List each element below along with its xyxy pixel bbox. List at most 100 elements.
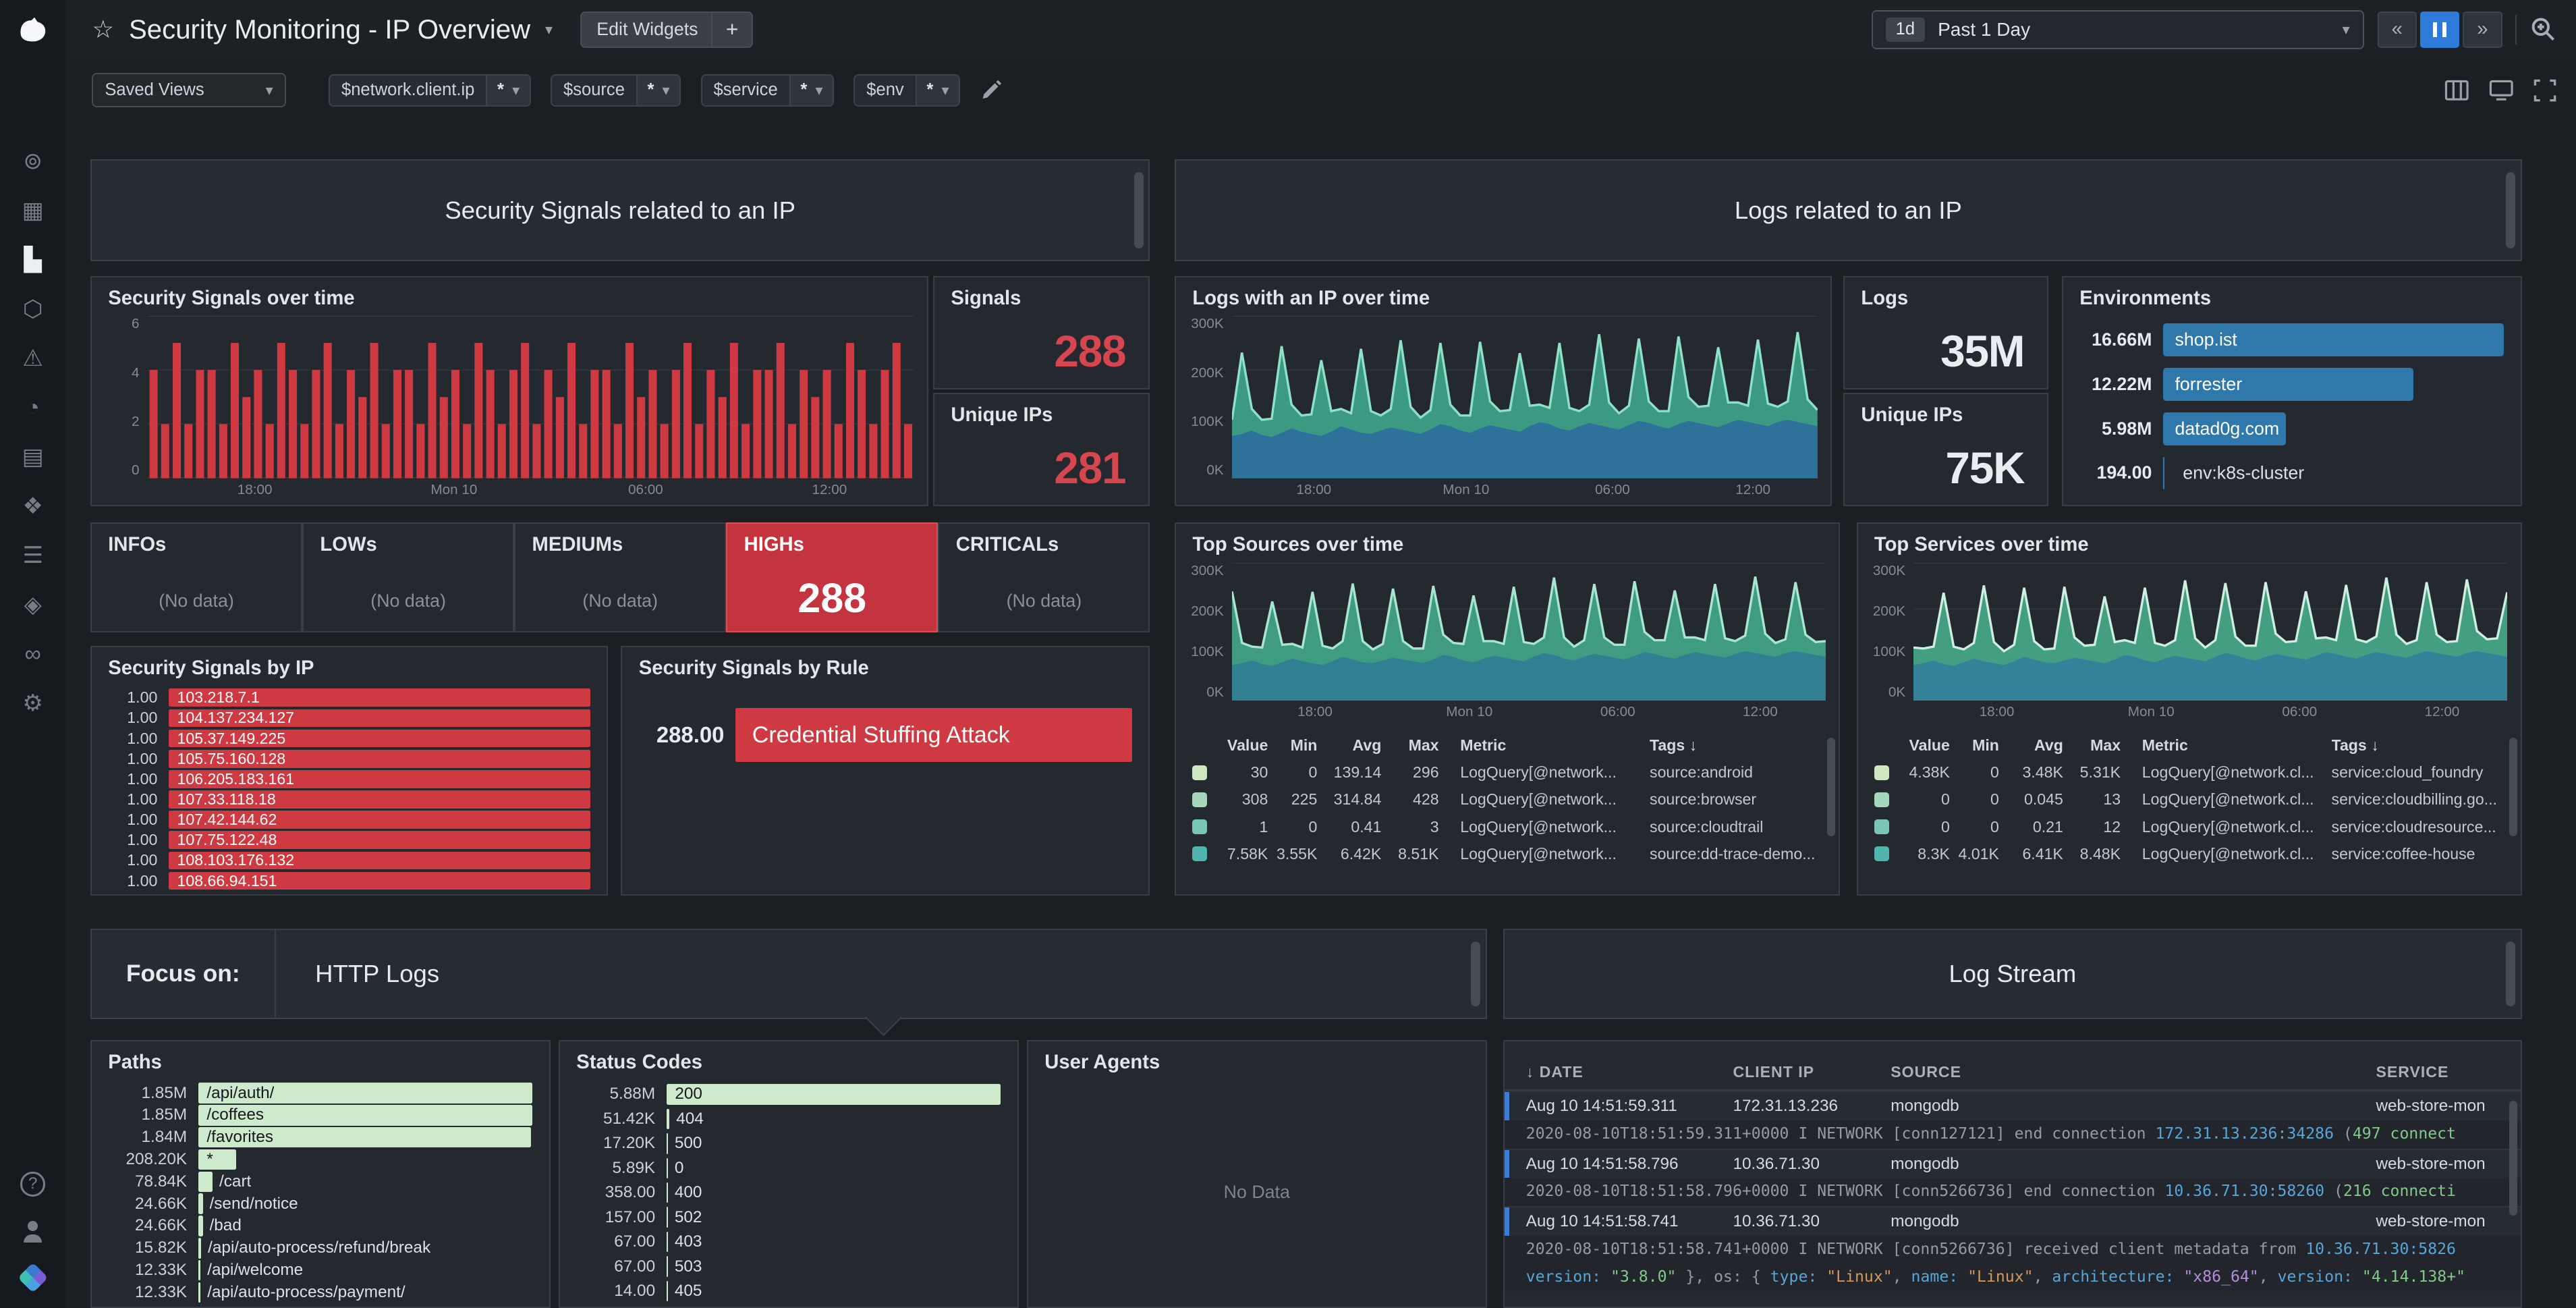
- column-header[interactable]: Max: [2071, 736, 2121, 755]
- bits-icon[interactable]: [18, 1263, 48, 1293]
- column-header[interactable]: Metric: [2129, 736, 2323, 755]
- table-row[interactable]: 300139.14296LogQuery[@network...source:a…: [1183, 759, 1832, 786]
- column-header-service[interactable]: SERVICE: [2376, 1063, 2520, 1081]
- table-row[interactable]: 308225314.84428LogQuery[@network...sourc…: [1183, 786, 1832, 813]
- logs-ip-area-chart[interactable]: [1232, 316, 1818, 479]
- widget-unique-ips-count[interactable]: Unique IPs 281: [933, 393, 1150, 506]
- toplist-row[interactable]: 67.00403: [570, 1230, 1001, 1254]
- table-row[interactable]: 100.413LogQuery[@network...source:cloudt…: [1183, 813, 1832, 840]
- scrollbar[interactable]: [1471, 942, 1481, 1006]
- toplist-row[interactable]: 1.85M/coffees: [102, 1104, 533, 1126]
- toplist-row[interactable]: 1.00105.37.149.225: [102, 728, 590, 748]
- logs-icon[interactable]: ☰: [16, 542, 49, 570]
- log-entry-row[interactable]: Aug 10 14:51:58.79610.36.71.30mongodbweb…: [1505, 1149, 2521, 1178]
- toplist-row[interactable]: 1.00107.75.122.48: [102, 830, 590, 850]
- log-message[interactable]: 2020-08-10T18:51:58.741+0000 I NETWORK […: [1505, 1236, 2521, 1263]
- toplist-row[interactable]: 1.00107.42.144.62: [102, 810, 590, 830]
- saved-views-select[interactable]: Saved Views ▾: [92, 73, 285, 107]
- monitors-icon[interactable]: ⚠: [16, 345, 49, 373]
- help-icon[interactable]: ?: [20, 1172, 45, 1197]
- toplist-row[interactable]: 14.00405: [570, 1279, 1001, 1303]
- widget-infos[interactable]: INFOs (No data): [90, 522, 302, 632]
- scrollbar[interactable]: [2509, 1101, 2517, 1216]
- column-header[interactable]: Avg: [1326, 736, 1382, 755]
- column-header[interactable]: Min: [1277, 736, 1318, 755]
- template-variable-network-client-ip[interactable]: $network.client.ip *▾: [329, 74, 531, 107]
- timeseries-security-signals[interactable]: 6420 18:00Mon 1006:0012:00: [99, 316, 914, 501]
- edit-widgets-button[interactable]: Edit Widgets +: [580, 11, 752, 48]
- group-log-stream[interactable]: Log Stream: [1503, 929, 2522, 1019]
- time-forward-button[interactable]: »: [2463, 11, 2502, 48]
- toplist-row[interactable]: 1.84M/favorites: [102, 1126, 533, 1149]
- infrastructure-icon[interactable]: ⬡: [16, 296, 49, 323]
- toplist-row[interactable]: 358.00400: [570, 1180, 1001, 1205]
- synthetics-icon[interactable]: ∞: [16, 641, 49, 668]
- integrations-icon[interactable]: ❖: [16, 493, 49, 520]
- widget-logs-count[interactable]: Logs 35M: [1843, 276, 2048, 389]
- scrollbar[interactable]: [2506, 942, 2516, 1006]
- template-variable-source[interactable]: $source *▾: [551, 74, 681, 107]
- column-header[interactable]: Value: [1897, 736, 1950, 755]
- table-row[interactable]: 000.04513LogQuery[@network.cl...service:…: [1864, 786, 2514, 813]
- toplist-row[interactable]: 208.20K*: [102, 1149, 533, 1171]
- toplist-row[interactable]: 12.22Mforrester: [2073, 362, 2504, 407]
- toplist-row[interactable]: 24.66K/send/notice: [102, 1193, 533, 1215]
- log-message[interactable]: 2020-08-10T18:51:58.796+0000 I NETWORK […: [1505, 1178, 2521, 1205]
- column-header[interactable]: Avg: [2007, 736, 2063, 755]
- toplist-row[interactable]: 12.33K/api/welcome: [102, 1259, 533, 1282]
- notebooks-icon[interactable]: ▤: [16, 443, 49, 471]
- scrollbar[interactable]: [1827, 738, 1835, 836]
- settings-icon[interactable]: ⚙: [16, 690, 49, 717]
- group-security-signals[interactable]: Security Signals related to an IP: [90, 159, 1150, 261]
- add-widget-plus-icon[interactable]: +: [712, 17, 751, 42]
- template-variable-service[interactable]: $service *▾: [701, 74, 835, 107]
- column-header[interactable]: Tags ↓: [1650, 736, 1822, 755]
- column-header-date[interactable]: ↓ DATE: [1526, 1063, 1733, 1081]
- time-range-picker[interactable]: 1d Past 1 Day ▾: [1872, 10, 2365, 49]
- column-header[interactable]: Value: [1215, 736, 1268, 755]
- favorite-star-icon[interactable]: ☆: [92, 15, 114, 44]
- toplist-row[interactable]: 1.85M/api/auth/: [102, 1082, 533, 1104]
- toplist-row[interactable]: 16.66Mshop.ist: [2073, 318, 2504, 362]
- toplist-row[interactable]: 1.00108.66.94.151: [102, 871, 590, 891]
- widget-criticals[interactable]: CRITICALs (No data): [938, 522, 1150, 632]
- toplist-row[interactable]: 5.98Mdatad0g.com: [2073, 406, 2504, 451]
- column-header[interactable]: Tags ↓: [2332, 736, 2504, 755]
- table-row[interactable]: 4.38K03.48K5.31KLogQuery[@network.cl...s…: [1864, 759, 2514, 786]
- log-message[interactable]: 2020-08-10T18:51:59.311+0000 I NETWORK […: [1505, 1120, 2521, 1148]
- toplist-row[interactable]: 67.00503: [570, 1254, 1001, 1278]
- scrollbar[interactable]: [2506, 172, 2516, 248]
- dashboards-icon[interactable]: ▦: [16, 197, 49, 225]
- toplist-row[interactable]: 78.84K/cart: [102, 1170, 533, 1193]
- timeseries-top-services[interactable]: 300K200K100K0K 18:00Mon 1006:0012:00: [1864, 563, 2507, 724]
- toplist-row[interactable]: 1.00108.103.176.132: [102, 850, 590, 871]
- widget-mediums[interactable]: MEDIUMs (No data): [514, 522, 726, 632]
- presentation-grid-icon[interactable]: [2444, 80, 2469, 101]
- column-header[interactable]: Metric: [1447, 736, 1642, 755]
- tv-mode-icon[interactable]: [2489, 80, 2514, 101]
- toplist-row[interactable]: 24.66K/bad: [102, 1215, 533, 1237]
- toplist-row[interactable]: 17.20K500: [570, 1131, 1001, 1155]
- fullscreen-icon[interactable]: [2533, 79, 2556, 102]
- toplist-row[interactable]: 1.00105.75.160.128: [102, 748, 590, 769]
- widget-signals-count[interactable]: Signals 288: [933, 276, 1150, 389]
- column-header-client-ip[interactable]: CLIENT IP: [1733, 1063, 1891, 1081]
- title-chevron-down-icon[interactable]: ▾: [545, 21, 553, 38]
- timeseries-top-sources[interactable]: 300K200K100K0K 18:00Mon 1006:0012:00: [1183, 563, 1826, 724]
- toplist-row[interactable]: 194.00env:k8s-cluster: [2073, 451, 2504, 495]
- pause-button[interactable]: [2420, 11, 2459, 48]
- toplist-row[interactable]: 157.00502: [570, 1205, 1001, 1229]
- top-services-area-chart[interactable]: [1913, 563, 2507, 701]
- timeseries-logs-ip[interactable]: 300K200K100K0K 18:00Mon 1006:0012:00: [1183, 316, 1818, 501]
- account-icon[interactable]: [24, 1234, 42, 1243]
- column-header[interactable]: Min: [1958, 736, 1999, 755]
- watchdog-icon[interactable]: ⊚: [16, 148, 49, 175]
- security-signals-bar-chart[interactable]: [148, 316, 914, 479]
- apm-icon[interactable]: ◔: [16, 394, 49, 422]
- toplist-row[interactable]: 1.00107.33.118.18: [102, 789, 590, 809]
- widget-lows[interactable]: LOWs (No data): [302, 522, 514, 632]
- toplist-row[interactable]: 12.33K/api/auto-process/payment/: [102, 1282, 533, 1304]
- toplist-row[interactable]: 1.00103.218.7.1: [102, 688, 590, 708]
- log-entry-row[interactable]: Aug 10 14:51:59.311172.31.13.236mongodbw…: [1505, 1091, 2521, 1120]
- column-header-source[interactable]: SOURCE: [1891, 1063, 2376, 1081]
